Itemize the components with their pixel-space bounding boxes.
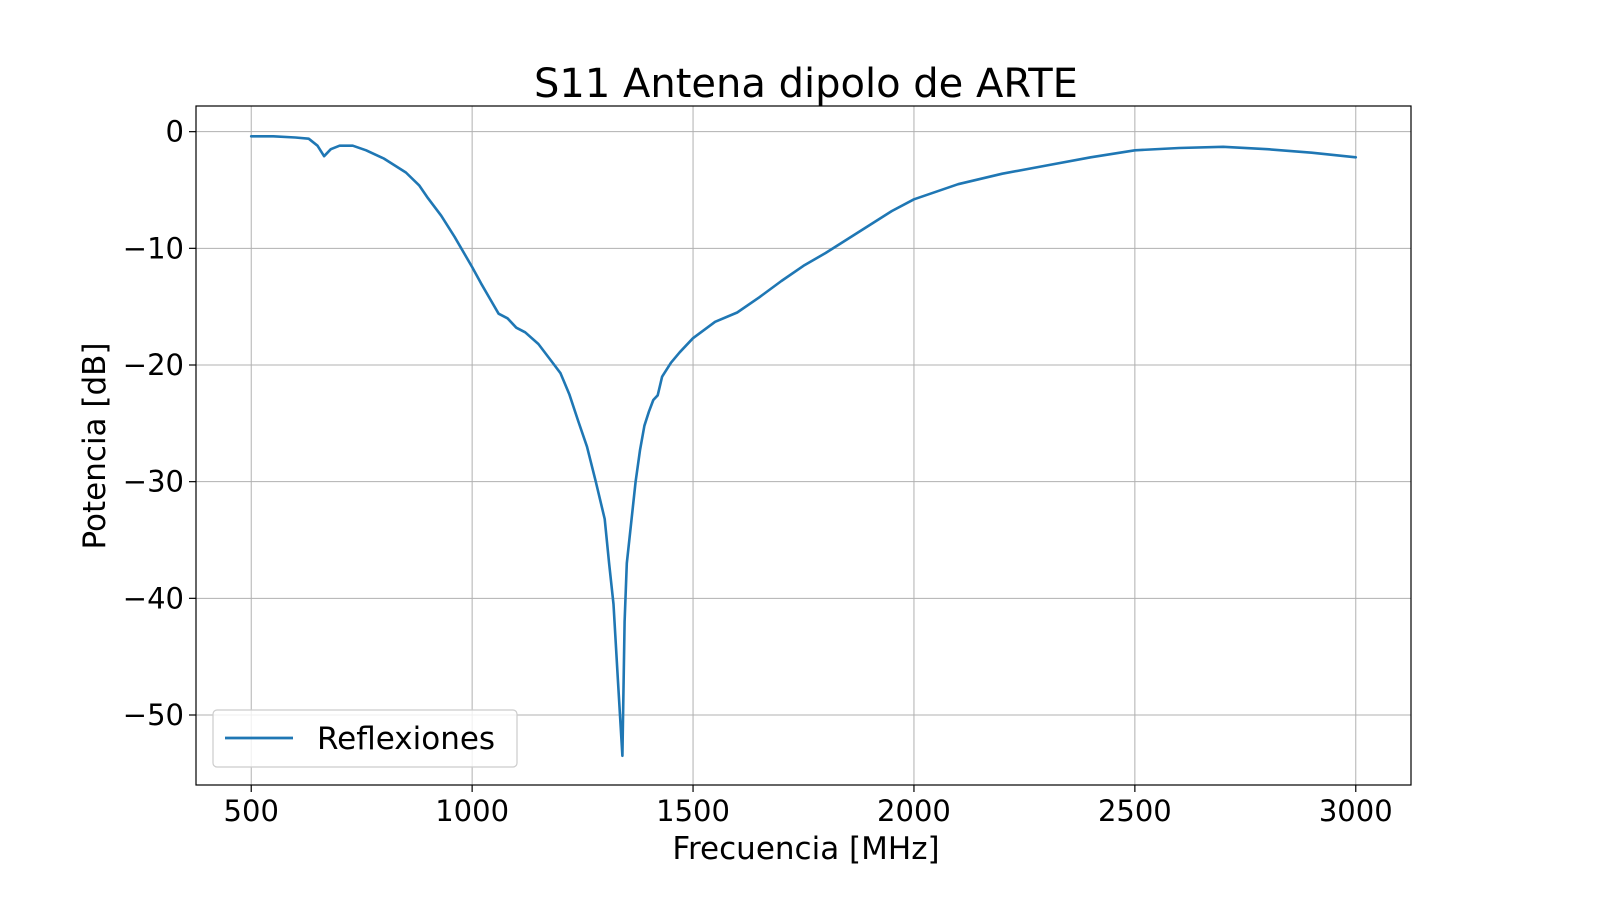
series-line-reflexiones [249, 135, 1358, 758]
legend-label: Reflexiones [317, 721, 495, 757]
axis-ticks: 500 1000 1500 2000 2500 3000 0 −10 −20 −30 −40 −50 [123, 115, 1393, 828]
grid-lines [196, 106, 1411, 785]
x-axis-label: Frecuencia [MHz] [672, 831, 939, 867]
x-tick-label: 3000 [1319, 794, 1393, 828]
series-layer [249, 135, 1358, 758]
y-tick-label: 0 [166, 115, 184, 149]
plot-frame [195, 105, 1412, 786]
x-tick-label: 1500 [656, 794, 730, 828]
x-tick-label: 2500 [1098, 794, 1172, 828]
x-tick-label: 1000 [435, 794, 509, 828]
legend: Reflexiones [212, 709, 518, 768]
y-axis-label: Potencia [dB] [77, 342, 113, 549]
chart-title: S11 Antena dipolo de ARTE [534, 61, 1078, 107]
x-tick-label: 2000 [877, 794, 951, 828]
y-tick-label: −20 [123, 348, 184, 382]
y-tick-label: −30 [123, 465, 184, 499]
y-tick-label: −40 [123, 581, 184, 615]
y-tick-label: −50 [123, 698, 184, 732]
y-tick-label: −10 [123, 231, 184, 265]
legend-box [212, 709, 518, 768]
x-tick-label: 500 [224, 794, 279, 828]
